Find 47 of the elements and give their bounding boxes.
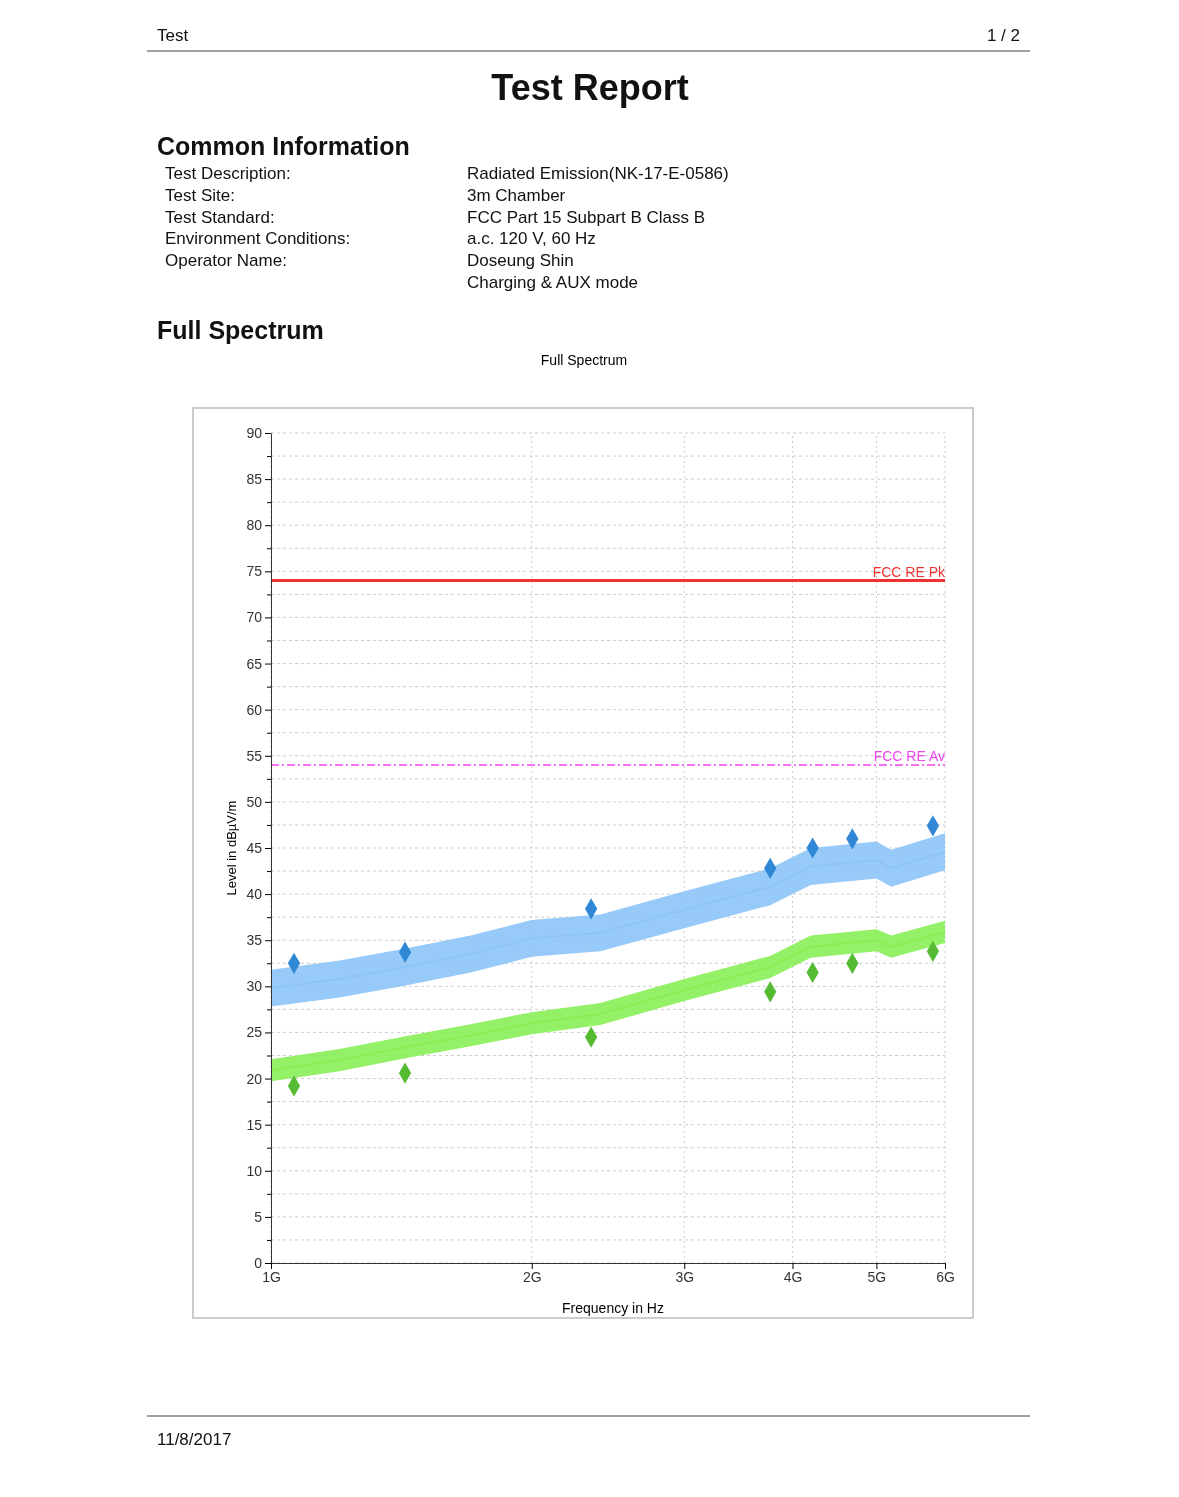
y-tick-label: 80	[246, 517, 263, 534]
y-tick-label: 65	[246, 655, 263, 672]
y-tick-label: 40	[246, 886, 263, 903]
y-tick-label: 5	[254, 1208, 263, 1225]
text: Test Report	[491, 67, 689, 108]
y-tick-label: 45	[246, 839, 263, 856]
chart-title: Full Spectrum	[540, 352, 628, 368]
text: 11/8/2017	[157, 1430, 232, 1449]
text: Test Site:	[165, 186, 235, 205]
y-tick-label: 70	[246, 609, 263, 626]
text: Common Information	[157, 132, 410, 160]
y-tick-label: 30	[246, 978, 263, 995]
text: Full Spectrum	[157, 316, 324, 344]
y-tick-label: 10	[246, 1162, 263, 1179]
x-tick-label: 2G	[522, 1268, 542, 1285]
text: Radiated Emission(NK-17-E-0586)	[467, 164, 729, 183]
text: 1 / 2	[986, 26, 1020, 45]
y-tick-label: 15	[246, 1116, 263, 1133]
y-tick-label: 55	[246, 747, 263, 764]
x-tick-label: 6G	[936, 1268, 955, 1285]
text: Charging & AUX mode	[467, 273, 639, 292]
y-tick-label: 20	[246, 1070, 263, 1087]
y-tick-label: 75	[246, 563, 263, 580]
y-tick-label: 35	[246, 932, 263, 949]
y-tick-label: 90	[246, 424, 263, 441]
y-tick-label: 60	[246, 701, 263, 718]
y-tick-label: 50	[246, 793, 263, 810]
text: Test Description:	[165, 164, 291, 183]
y-tick-label: 85	[246, 471, 263, 488]
ref-line-label: FCC RE Av	[873, 748, 945, 764]
x-tick-label: 4G	[783, 1268, 803, 1285]
x-axis-title: Frequency in Hz	[562, 1300, 664, 1316]
text: FCC Part 15 Subpart B Class B	[467, 208, 706, 227]
text: Test	[157, 26, 189, 45]
y-tick-label: 25	[246, 1024, 263, 1041]
text: 3m Chamber	[467, 186, 566, 205]
text: Operator Name:	[165, 251, 287, 270]
text: Doseung Shin	[467, 251, 574, 270]
y-axis-title: Level in dBµV/m	[224, 800, 239, 896]
text: Test Standard:	[165, 208, 275, 227]
text: a.c. 120 V, 60 Hz	[467, 229, 596, 248]
x-tick-label: 3G	[675, 1268, 695, 1285]
text: Environment Conditions:	[165, 229, 351, 248]
y-tick-label: 0	[254, 1254, 263, 1271]
ref-line-label: FCC RE Pk	[872, 563, 946, 580]
x-tick-label: 1G	[262, 1268, 281, 1285]
x-tick-label: 5G	[867, 1268, 887, 1285]
